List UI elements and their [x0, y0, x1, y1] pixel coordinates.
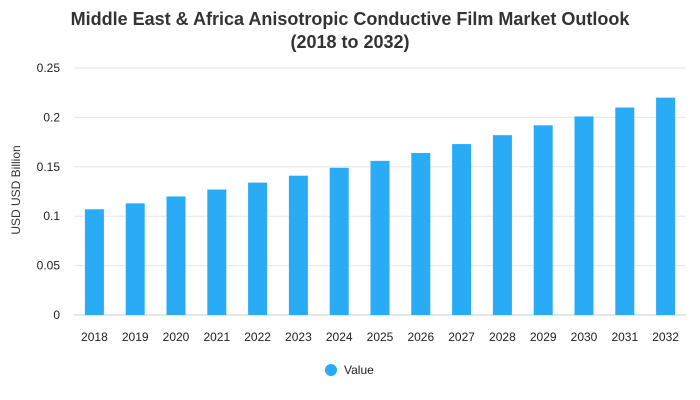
y-tick-label: 0.2: [43, 110, 60, 124]
bar-2021[interactable]: [207, 189, 227, 315]
x-tick-label: 2025: [367, 330, 394, 344]
legend[interactable]: Value: [325, 363, 374, 377]
bar-2026[interactable]: [411, 152, 431, 315]
bar-2020[interactable]: [166, 196, 186, 315]
bar-2022[interactable]: [248, 182, 268, 315]
legend-marker-icon: [325, 364, 337, 376]
y-tick-label: 0.1: [43, 209, 60, 223]
chart-title-line-1: Middle East & Africa Anisotropic Conduct…: [70, 9, 630, 29]
x-tick-label: 2022: [244, 330, 271, 344]
x-tick-label: 2019: [122, 330, 149, 344]
bar-2031[interactable]: [615, 107, 635, 316]
x-tick-label: 2026: [407, 330, 434, 344]
x-tick-label: 2030: [571, 330, 598, 344]
bar-2032[interactable]: [656, 97, 676, 315]
chart-title-line-2: (2018 to 2032): [290, 32, 410, 52]
legend-label: Value: [344, 363, 374, 377]
x-tick-label: 2029: [530, 330, 557, 344]
bar-2023[interactable]: [288, 175, 308, 315]
y-axis-label: USD USD Billion: [9, 145, 23, 234]
bar-2025[interactable]: [370, 160, 390, 315]
bars: [84, 97, 676, 316]
y-tick-label: 0: [53, 308, 60, 322]
bar-2029[interactable]: [533, 125, 553, 315]
bar-2028[interactable]: [492, 135, 512, 315]
bar-2018[interactable]: [84, 209, 104, 315]
y-tick-label: 0.15: [37, 160, 61, 174]
bar-2027[interactable]: [452, 144, 472, 315]
x-tick-label: 2023: [285, 330, 312, 344]
x-tick-label: 2032: [652, 330, 679, 344]
x-tick-label: 2031: [611, 330, 638, 344]
y-tick-label: 0.05: [37, 259, 61, 273]
x-tick-label: 2020: [163, 330, 190, 344]
y-tick-label: 0.25: [37, 61, 61, 75]
bar-2024[interactable]: [329, 167, 349, 315]
x-tick-label: 2021: [203, 330, 230, 344]
x-tick-label: 2027: [448, 330, 475, 344]
x-tick-label: 2018: [81, 330, 108, 344]
x-axis-ticks: 2018 2019 2020 2021 2022 2023 2024 2025 2026 2027…: [81, 330, 679, 344]
bar-2019[interactable]: [125, 203, 145, 315]
x-tick-label: 2028: [489, 330, 516, 344]
bar-2030[interactable]: [574, 116, 594, 315]
x-tick-label: 2024: [326, 330, 353, 344]
y-axis-ticks: 0 0.05 0.1 0.15 0.2 0.25: [37, 61, 61, 322]
